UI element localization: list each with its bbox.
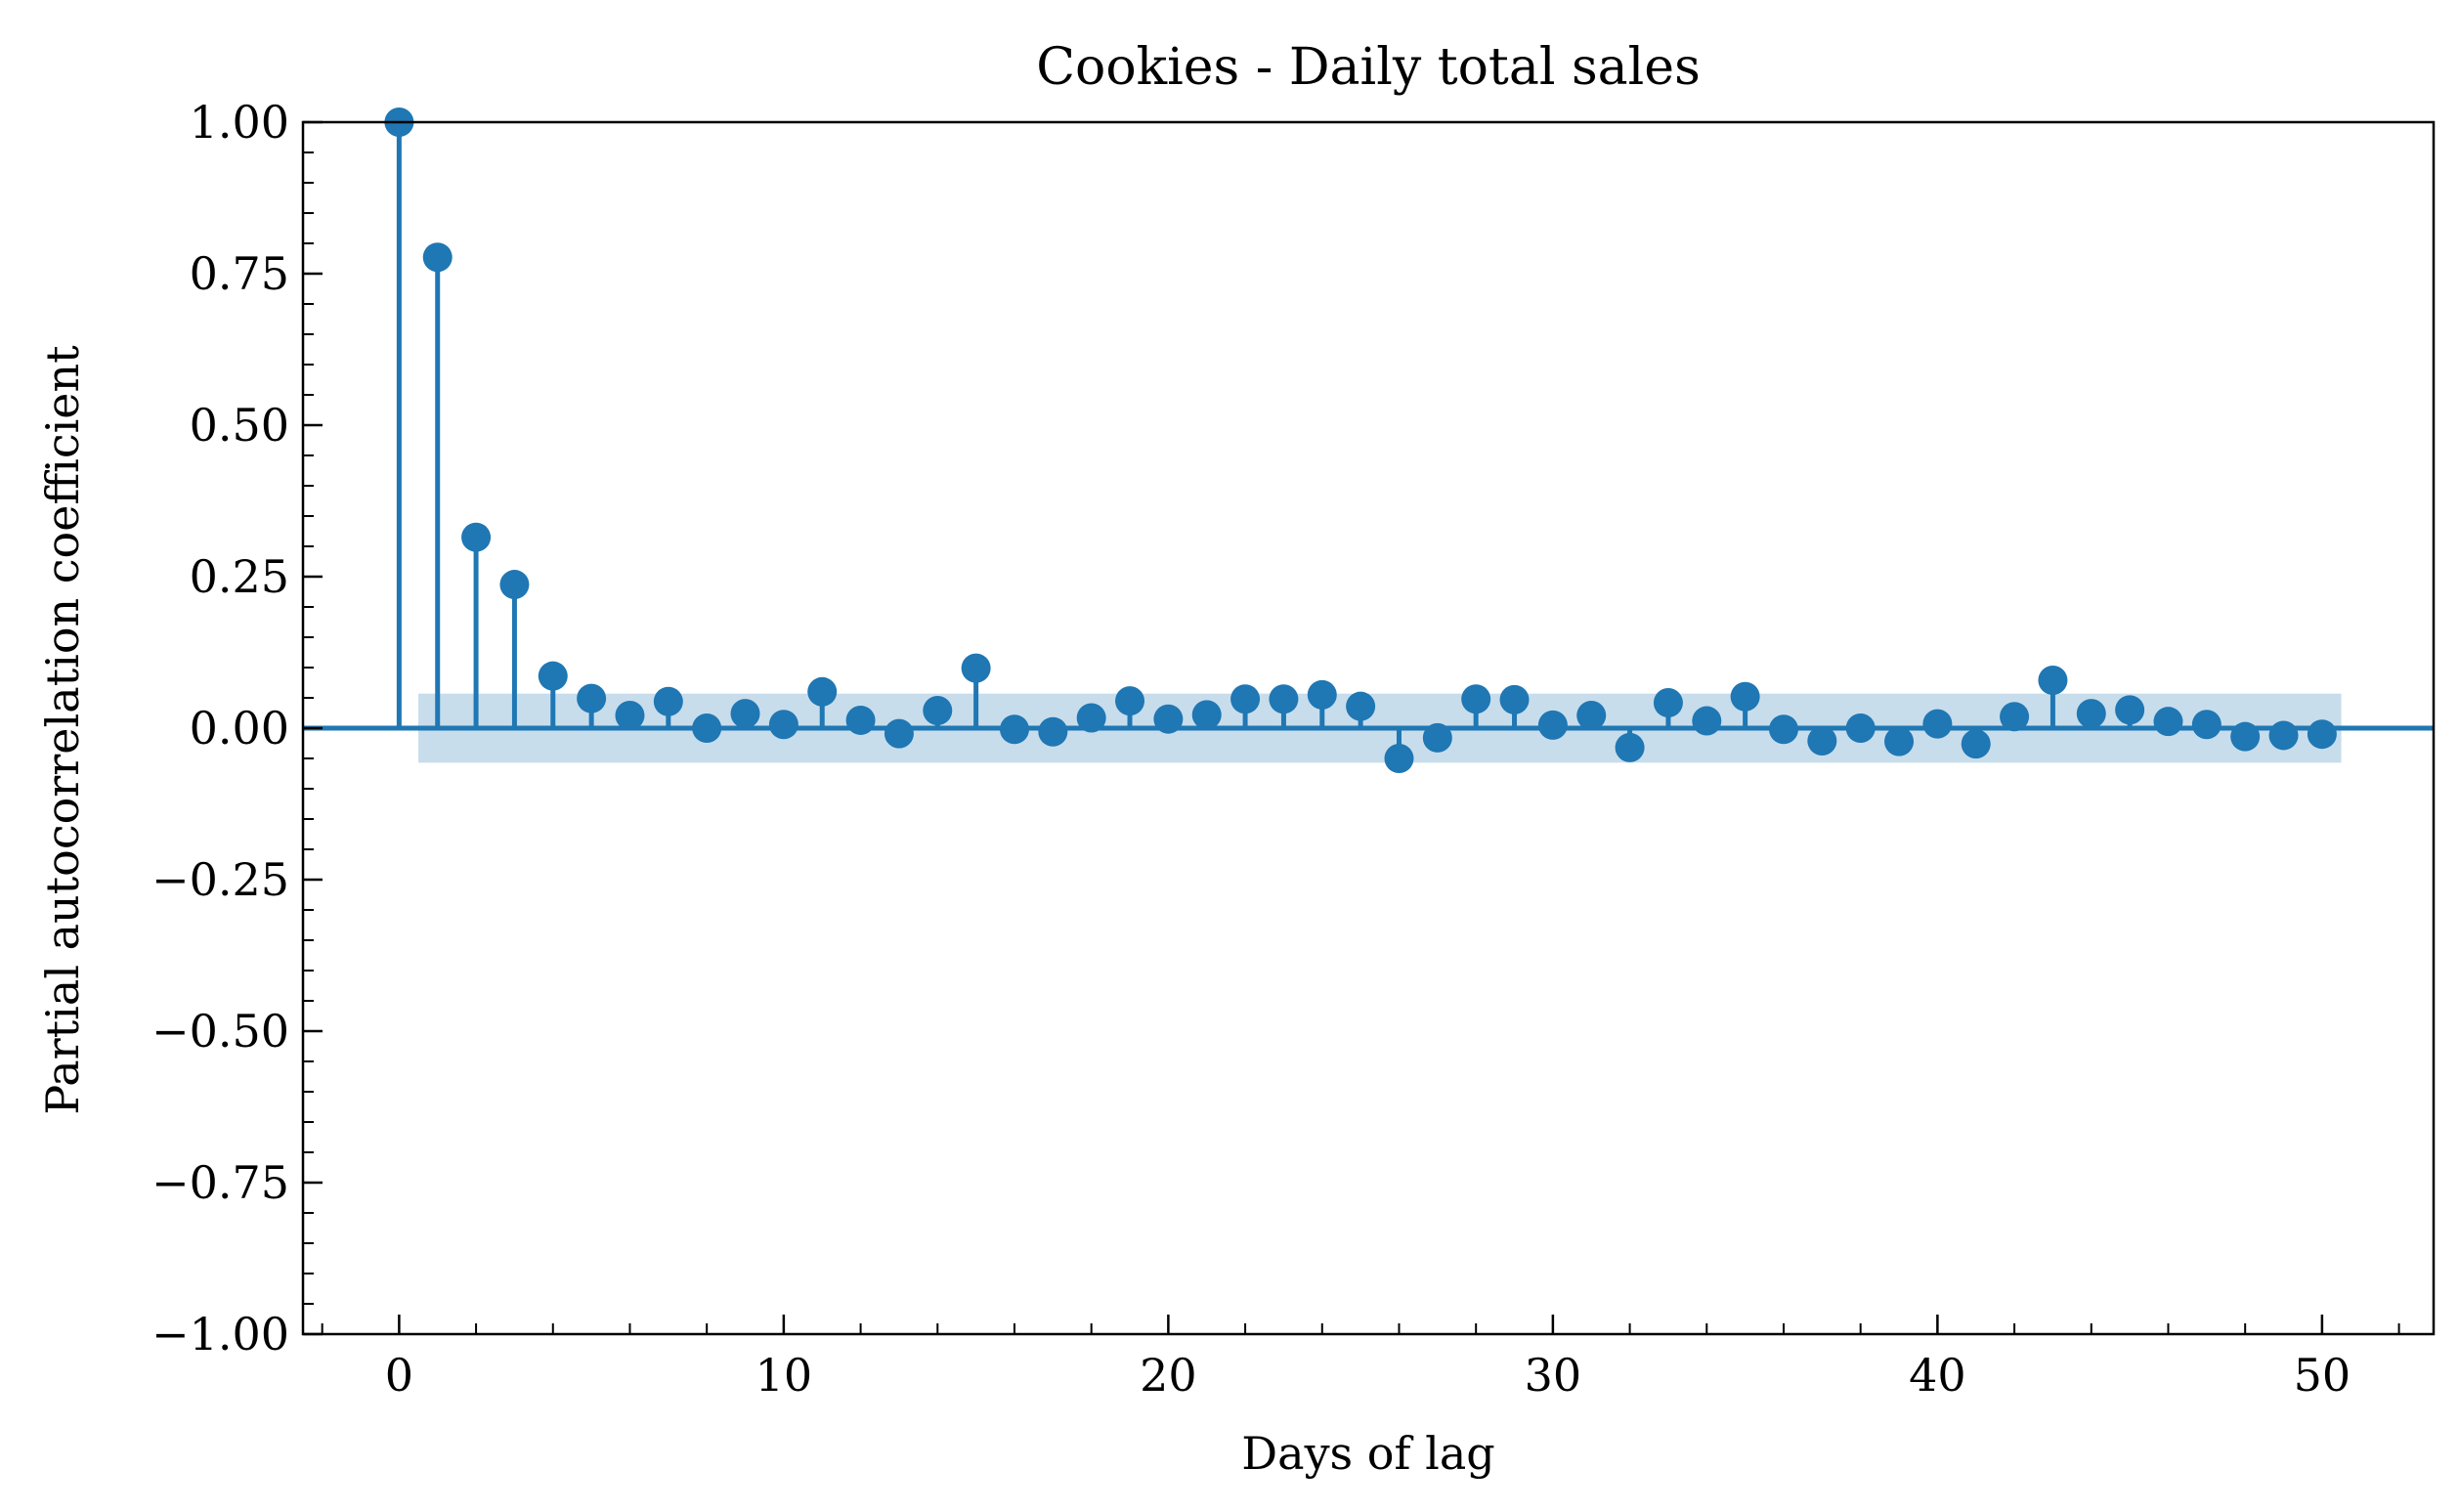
stem-marker [1346, 691, 1376, 721]
y-tick-label: −0.75 [151, 1156, 289, 1209]
stem-marker [2038, 666, 2068, 696]
stem-marker [1922, 709, 1953, 739]
y-tick-label: 0.25 [190, 550, 289, 603]
stem-marker [2115, 695, 2145, 725]
stem-marker [1384, 744, 1414, 773]
x-tick-label: 0 [385, 1349, 413, 1402]
stem-marker [1307, 679, 1337, 710]
stem-marker [1537, 710, 1568, 740]
stem-marker [2268, 720, 2299, 751]
x-tick-label: 20 [1140, 1349, 1197, 1402]
chart-title: Cookies - Daily total sales [1036, 38, 1701, 97]
stem-marker [1730, 681, 1760, 712]
stem-marker [1230, 684, 1261, 714]
y-axis-label: Partial autocorrelation coefficient [36, 345, 89, 1115]
stem-marker [538, 661, 568, 691]
stem-marker [1422, 722, 1452, 753]
stem-marker [2307, 719, 2337, 750]
stem-marker [653, 686, 683, 716]
stem-marker [1076, 703, 1106, 733]
y-tick-label: 0.50 [190, 399, 289, 452]
stem-marker [768, 710, 798, 740]
stem-marker [2000, 702, 2030, 732]
stem-marker [2191, 710, 2222, 740]
stem-marker [1269, 684, 1299, 714]
stem-marker [1038, 716, 1068, 747]
y-tick-label: 1.00 [190, 96, 289, 149]
stem-marker [1153, 704, 1184, 734]
stem-marker [807, 676, 838, 707]
x-tick-label: 10 [755, 1349, 813, 1402]
stem-marker [2076, 699, 2106, 729]
y-tick-label: −1.00 [151, 1308, 289, 1361]
stem-marker [845, 705, 876, 735]
stem-marker [1499, 684, 1530, 714]
stem-marker [499, 570, 530, 600]
stem-marker [884, 718, 914, 749]
x-axis-label: Days of lag [1241, 1427, 1494, 1480]
stem-marker [1615, 732, 1645, 762]
stem-marker [577, 683, 607, 713]
y-tick-label: −0.25 [151, 853, 289, 906]
stem-marker [2230, 721, 2261, 752]
stem-marker [1576, 700, 1607, 730]
stem-marker [1191, 700, 1222, 730]
stem-marker [1653, 687, 1683, 717]
stem-marker [1845, 713, 1876, 743]
stem-marker [1884, 726, 1915, 756]
stem-marker [2153, 707, 2183, 737]
stem-marker [1461, 684, 1491, 714]
stem-marker [1961, 729, 1991, 759]
stem-marker [615, 700, 645, 730]
stem-marker [961, 653, 991, 683]
y-tick-label: 0.75 [190, 247, 289, 300]
stem-marker [1115, 686, 1145, 716]
stem-marker [999, 714, 1029, 745]
stem-marker [422, 242, 453, 273]
stem-marker [923, 696, 953, 726]
y-tick-label: −0.50 [151, 1005, 289, 1058]
y-tick-label: 0.00 [190, 702, 289, 755]
stem-marker [1768, 714, 1798, 745]
stem-marker [1807, 726, 1837, 756]
x-tick-label: 30 [1525, 1349, 1582, 1402]
x-tick-label: 50 [2294, 1349, 2351, 1402]
x-tick-label: 40 [1909, 1349, 1966, 1402]
stem-marker [692, 713, 722, 743]
stem-marker [1692, 706, 1722, 736]
stem-marker [461, 522, 492, 552]
stem-marker [730, 699, 760, 729]
